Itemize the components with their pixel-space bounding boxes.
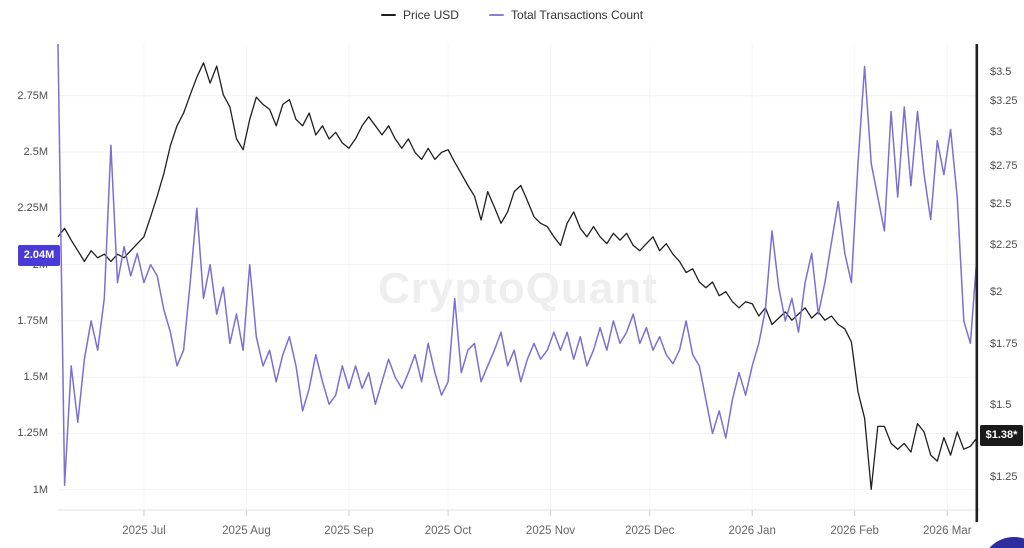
x-axis-tick-label: 2025 Jul	[122, 525, 166, 537]
left-axis-tick-label: 2.75M	[17, 89, 48, 102]
x-axis-tick-label: 2025 Aug	[222, 525, 271, 537]
right-axis-badge: $1.38*	[980, 424, 1023, 446]
right-axis-bar[interactable]	[975, 44, 979, 522]
transactions-line-swatch	[488, 14, 504, 16]
transactions-count-line	[57, 43, 978, 486]
x-axis-tick-label: 2025 Dec	[625, 525, 675, 537]
right-axis-tick-label: $2	[990, 285, 1003, 298]
legend-label-transactions: Total Transactions Count	[510, 8, 644, 22]
right-axis-tick-label: $1.75	[990, 338, 1018, 351]
price-usd-line	[57, 62, 978, 490]
chart-legend: Price USD Total Transactions Count	[0, 8, 1024, 22]
right-axis-tick-label: $2.25	[990, 239, 1018, 252]
x-axis-tick-label: 2026 Feb	[830, 525, 879, 537]
x-axis-tick-label: 2025 Oct	[424, 525, 472, 537]
x-axis-tick-label: 2025 Sep	[324, 525, 374, 537]
legend-item-price[interactable]: Price USD	[380, 8, 459, 22]
left-axis-tick-label: 1.5M	[23, 371, 48, 384]
right-axis-tick-label: $3.5	[990, 65, 1012, 78]
price-line-swatch	[380, 14, 396, 16]
left-axis-tick-label: 2.25M	[17, 202, 48, 215]
x-axis-tick-label: 2025 Nov	[525, 525, 576, 537]
right-axis-tick-label: $2.75	[990, 160, 1018, 173]
right-axis-tick-label: $3	[990, 126, 1003, 139]
right-axis-tick-label: $1.25	[990, 470, 1018, 483]
cryptoquant-watermark: CryptoQuant	[378, 264, 658, 313]
x-axis-tick-label: 2026 Jan	[728, 525, 776, 537]
right-axis-tick-label: $2.5	[990, 197, 1012, 210]
right-axis-tick-label: $3.25	[990, 94, 1018, 107]
right-axis-tick-label: $1.5	[990, 398, 1012, 411]
floating-action-button[interactable]	[981, 537, 1024, 548]
left-axis-tick-label: 1.25M	[17, 427, 48, 440]
legend-label-price: Price USD	[402, 8, 459, 22]
left-axis-tick-label: 2.5M	[23, 146, 48, 159]
x-axis-tick-label: 2026 Mar	[922, 525, 972, 537]
legend-item-transactions[interactable]: Total Transactions Count	[488, 8, 644, 22]
left-axis-tick-label: 1.75M	[17, 314, 48, 327]
left-axis-badge: 2.04M	[18, 244, 60, 266]
left-axis-tick-label: 1M	[32, 483, 48, 496]
